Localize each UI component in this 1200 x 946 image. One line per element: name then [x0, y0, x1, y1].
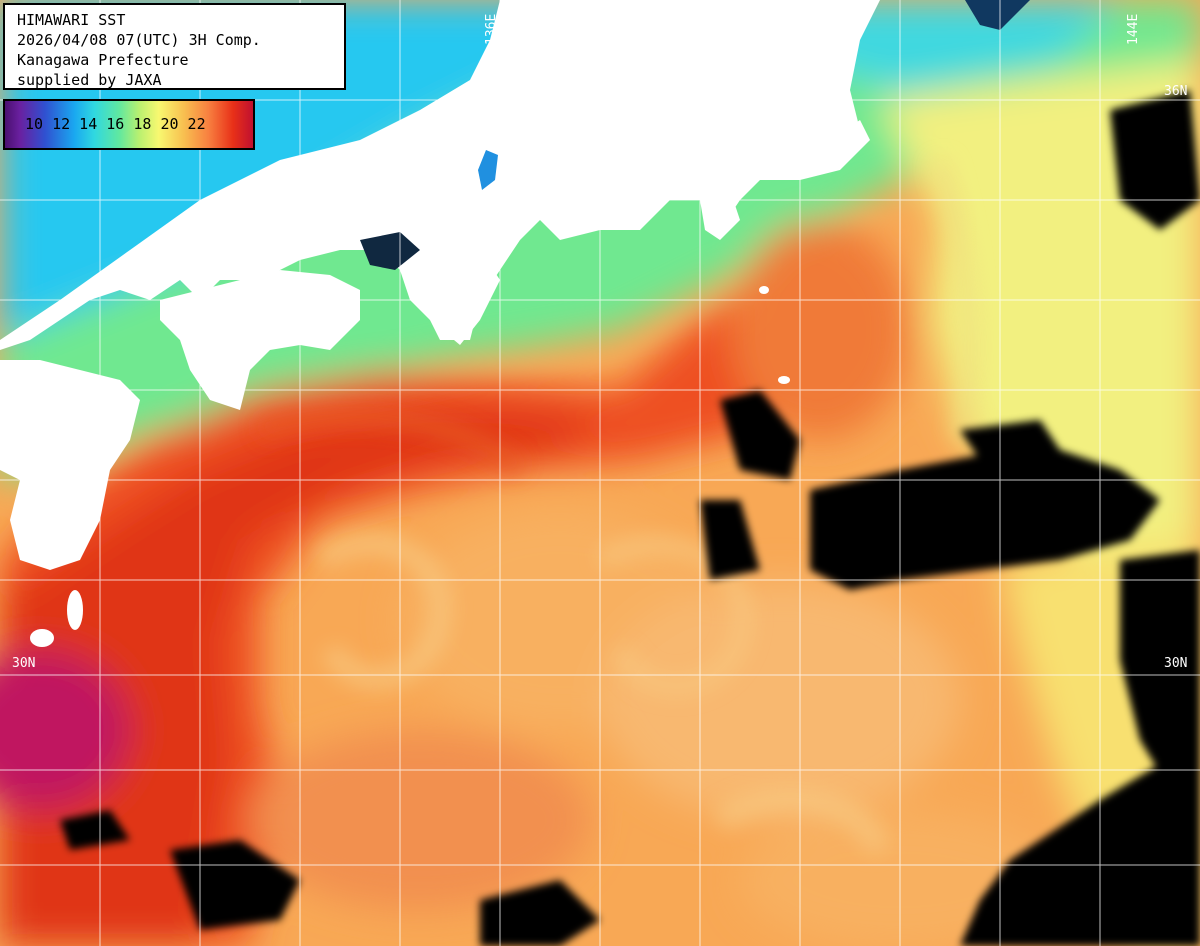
cloud-se — [960, 740, 1200, 946]
cloud-east-band — [1120, 550, 1200, 790]
island-5 — [15, 398, 45, 422]
cloud-south-2 — [480, 880, 600, 946]
cloud-south-3 — [60, 810, 130, 850]
inland-sea-dark — [360, 232, 420, 270]
eddy-2 — [595, 536, 753, 696]
kii-peninsula — [400, 240, 500, 345]
map-title: HIMAWARI SST — [17, 11, 126, 29]
legend-tick-labels: 10 12 14 16 18 20 22 — [25, 115, 206, 133]
island-3 — [759, 286, 769, 294]
cloud-mid — [700, 500, 760, 580]
map-organization: Kanagawa Prefecture — [17, 51, 189, 69]
warm-center-5 — [730, 220, 910, 440]
cloud-ne — [1110, 90, 1200, 230]
lat-label-30n-left: 30N — [12, 656, 35, 671]
cloud-masks — [60, 90, 1200, 946]
northern-sea-patch — [965, 0, 1030, 30]
inland-water — [360, 0, 1030, 270]
temperature-legend: 10 12 14 16 18 20 22 — [3, 99, 255, 150]
cloud-east-large — [810, 450, 1160, 590]
izu-peninsula — [700, 190, 740, 240]
boso-peninsula — [790, 120, 870, 180]
eddy-1 — [313, 532, 452, 690]
lat-label-30n-right: 30N — [1164, 656, 1187, 671]
island-1 — [30, 629, 54, 647]
warm-center-2 — [600, 580, 960, 820]
lat-label-36n: 36N — [1164, 84, 1187, 99]
island-4 — [778, 376, 790, 384]
island-2 — [67, 590, 83, 630]
cloud-center — [720, 390, 800, 480]
eddy-5 — [931, 157, 980, 443]
cloud-south — [170, 840, 300, 930]
eddy-4 — [713, 786, 892, 856]
land — [0, 0, 880, 647]
info-box: HIMAWARI SST 2026/04/08 07(UTC) 3H Comp.… — [3, 3, 346, 90]
eddy-3 — [257, 405, 527, 478]
kuroshio-core — [0, 410, 600, 946]
shikoku — [160, 270, 360, 410]
honshu — [0, 0, 880, 350]
cloud-right-mid — [960, 420, 1060, 460]
lake-biwa — [478, 150, 498, 190]
lon-label-136e: 136E — [484, 14, 499, 45]
lon-label-144e: 144E — [1126, 14, 1141, 45]
map-credit: supplied by JAXA — [17, 71, 162, 89]
warm-center-3 — [250, 730, 590, 910]
sst-eddies — [257, 157, 980, 856]
map-timestamp: 2026/04/08 07(UTC) 3H Comp. — [17, 31, 261, 49]
